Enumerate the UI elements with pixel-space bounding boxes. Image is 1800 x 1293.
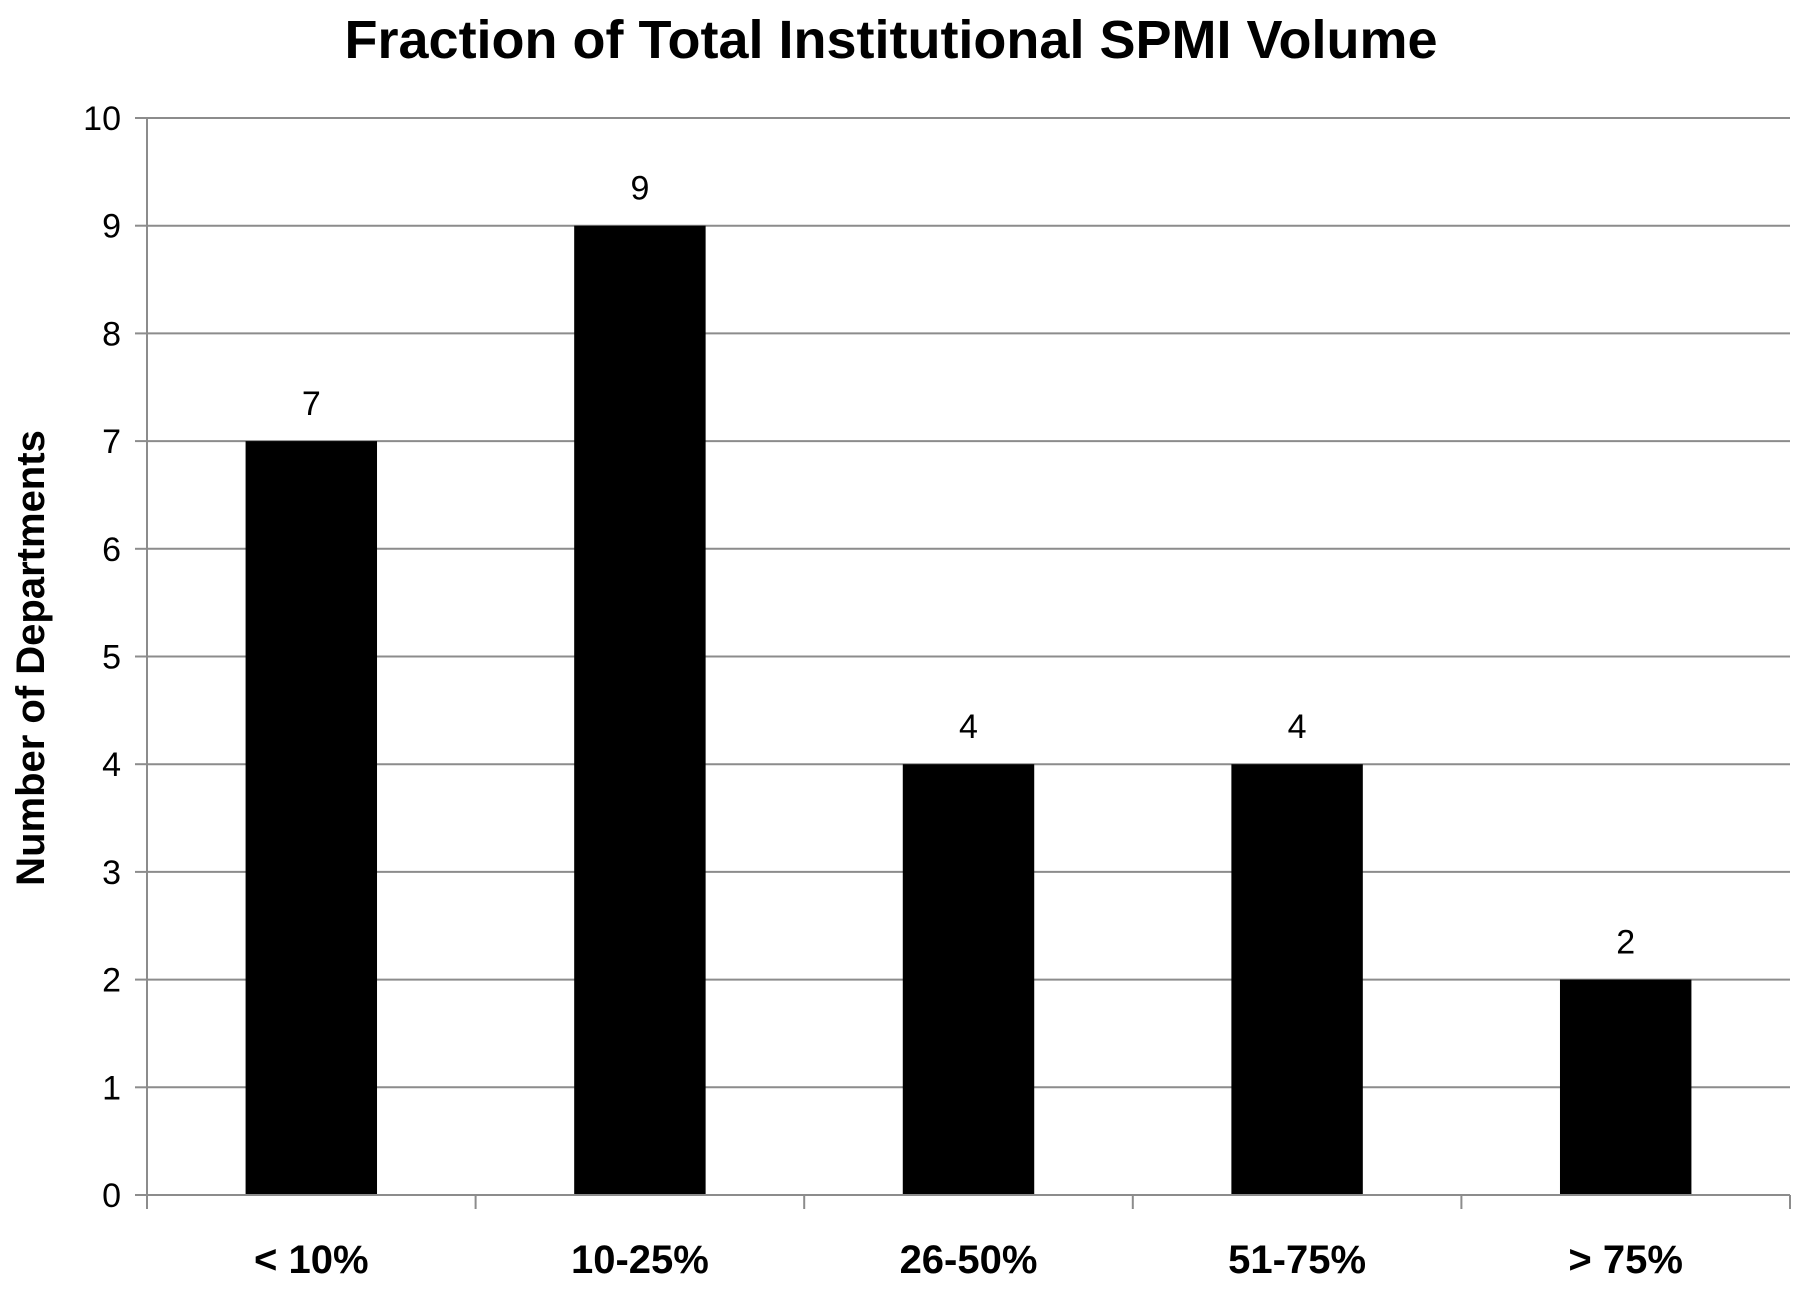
y-tick-label: 9 [102, 208, 121, 246]
y-tick-label: 1 [102, 1069, 121, 1107]
y-axis-label: Number of Departments [9, 430, 53, 886]
bar [245, 441, 378, 1196]
bar [902, 764, 1035, 1195]
y-tick-label: 8 [102, 315, 121, 353]
y-tick-label: 6 [102, 531, 121, 569]
y-tick-label: 0 [102, 1177, 121, 1215]
bar [1231, 764, 1363, 1195]
axes [135, 117, 1791, 1209]
bar [1559, 979, 1692, 1195]
bar [574, 225, 706, 1195]
x-tick-label: 26-50% [900, 1238, 1038, 1282]
x-tick-label: > 75% [1568, 1238, 1683, 1282]
bars [245, 225, 1692, 1196]
y-tick-label: 7 [102, 423, 121, 461]
data-label: 9 [630, 170, 649, 208]
y-tick-label: 10 [83, 100, 121, 138]
x-tick-label: 51-75% [1228, 1238, 1366, 1282]
data-label: 7 [302, 385, 321, 423]
labels: 0 1 2 3 4 5 6 7 8 9 10 7 9 4 4 2 < 10% 10-25% 26-50% 51-75%… [83, 100, 1683, 1282]
data-label: 4 [959, 708, 978, 746]
y-tick-label: 5 [102, 639, 121, 677]
x-tick-label: 10-25% [571, 1238, 709, 1282]
chart-title: Fraction of Total Institutional SPMI Vol… [345, 10, 1438, 70]
y-tick-label: 3 [102, 854, 121, 892]
y-tick-label: 2 [102, 962, 121, 1000]
x-tick-label: < 10% [254, 1238, 369, 1282]
data-label: 2 [1616, 924, 1635, 962]
data-label: 4 [1288, 708, 1307, 746]
y-tick-label: 4 [102, 746, 121, 784]
gridlines [147, 117, 1790, 1089]
